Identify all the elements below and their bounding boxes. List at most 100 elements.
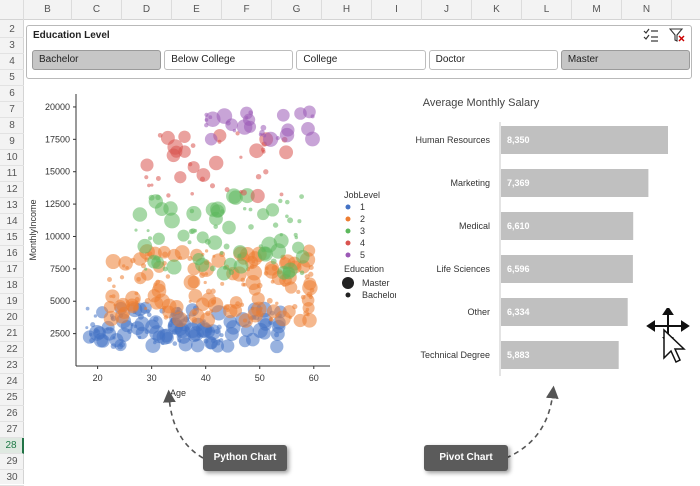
legend-label: Bachelor [362,290,396,300]
python-scatter-chart[interactable]: 2500 5000 7500 10000 12500 15000 17500 20000 20 3… [26,88,396,408]
row-header[interactable]: 27 [0,422,24,438]
row-header[interactable]: 15 [0,230,24,246]
scatter-point [275,301,279,306]
column-header[interactable]: D [122,0,172,20]
column-header[interactable]: E [172,0,222,20]
scatter-point [85,306,90,311]
row-header[interactable]: 8 [0,118,24,134]
scatter-point [137,238,153,254]
column-header[interactable]: G [272,0,322,20]
column-header[interactable]: N [622,0,672,20]
row-header[interactable]: 18 [0,278,24,294]
scatter-point [242,282,247,287]
row-header[interactable]: 6 [0,86,24,102]
scatter-point [190,192,194,196]
scatter-point [196,168,211,182]
slicer-button-doctor[interactable]: Doctor [428,50,558,70]
row-header[interactable]: 23 [0,358,24,374]
scatter-point [153,255,157,260]
column-header[interactable]: B [24,0,72,20]
education-level-slicer[interactable]: Education Level Bachelor Below College Col… [26,25,692,79]
row-header[interactable]: 4 [0,54,24,70]
scatter-point [203,280,207,285]
legend-label: 4 [360,238,365,248]
row-header[interactable]: 16 [0,246,24,262]
bar-category-label: Human Resources [415,135,490,145]
legend-title-education: Education [344,264,384,274]
row-header[interactable]: 22 [0,342,24,358]
slicer-button-below-college[interactable]: Below College [164,50,294,70]
row-header-bar: 2 3 4 5 6 7 8 9 10 11 12 13 14 15 16 17 18 19 20 21 22 23 24 25… [0,20,24,486]
scatter-point [183,274,199,290]
row-header[interactable]: 20 [0,310,24,326]
row-header[interactable]: 11 [0,166,24,182]
scatter-point [294,107,307,120]
scatter-point [147,312,152,318]
column-header[interactable]: F [222,0,272,20]
clear-filter-icon[interactable] [668,28,685,47]
x-tick-label: 30 [147,373,157,383]
scatter-point [211,329,216,333]
row-header[interactable]: 12 [0,182,24,198]
pivot-bar-chart[interactable]: Average Monthly Salary Human Resources 8,3… [404,88,694,378]
slicer-button-bachelor[interactable]: Bachelor [32,50,162,70]
column-header[interactable]: C [72,0,122,20]
column-header[interactable]: M [572,0,622,20]
scatter-point [250,188,265,204]
slicer-title: Education Level [33,30,110,41]
row-header[interactable]: 19 [0,294,24,310]
legend-marker [345,204,351,210]
scatter-point [270,279,275,284]
column-header[interactable]: J [422,0,472,20]
row-header[interactable]: 2 [0,22,24,38]
multi-select-icon[interactable] [643,28,659,47]
scatter-point [190,228,196,234]
row-header[interactable]: 7 [0,102,24,118]
select-all-corner[interactable] [0,0,24,20]
scatter-point [105,289,120,304]
scatter-point [112,284,116,289]
scatter-point [260,147,266,152]
python-chart-button[interactable]: Python Chart [203,445,287,471]
row-header[interactable]: 21 [0,326,24,342]
scatter-point [243,120,257,133]
scatter-point [162,266,168,272]
row-header[interactable]: 24 [0,374,24,390]
scatter-point [293,232,298,237]
scatter-point [284,281,298,294]
scatter-point [186,206,202,222]
scatter-point [109,333,124,348]
bar [501,298,628,326]
pivot-chart-button[interactable]: Pivot Chart [424,445,508,471]
row-header[interactable]: 17 [0,262,24,278]
slicer-button-master[interactable]: Master [560,50,691,70]
scatter-point [172,341,178,346]
row-header[interactable]: 14 [0,214,24,230]
bar [501,341,619,369]
scatter-point [133,252,147,266]
row-header[interactable]: 13 [0,198,24,214]
scatter-point [148,194,155,201]
row-header[interactable]: 3 [0,38,24,54]
row-header[interactable]: 26 [0,406,24,422]
x-axis-label: Age [170,388,186,398]
row-header[interactable]: 25 [0,390,24,406]
scatter-point [240,189,247,196]
row-header[interactable]: 5 [0,70,24,86]
row-header[interactable]: 28 [0,438,24,454]
scatter-point [249,143,264,159]
scatter-point [209,155,224,171]
scatter-point [144,267,148,271]
scatter-point [276,108,290,122]
row-header[interactable]: 10 [0,150,24,166]
column-header[interactable]: L [522,0,572,20]
column-header[interactable]: K [472,0,522,20]
scatter-point [210,204,225,218]
column-header[interactable]: H [322,0,372,20]
row-header[interactable]: 9 [0,134,24,150]
slicer-button-college[interactable]: College [296,50,426,70]
row-header[interactable]: 29 [0,454,24,470]
column-header[interactable]: I [372,0,422,20]
x-tick-label: 50 [255,373,265,383]
scatter-point [305,131,320,147]
